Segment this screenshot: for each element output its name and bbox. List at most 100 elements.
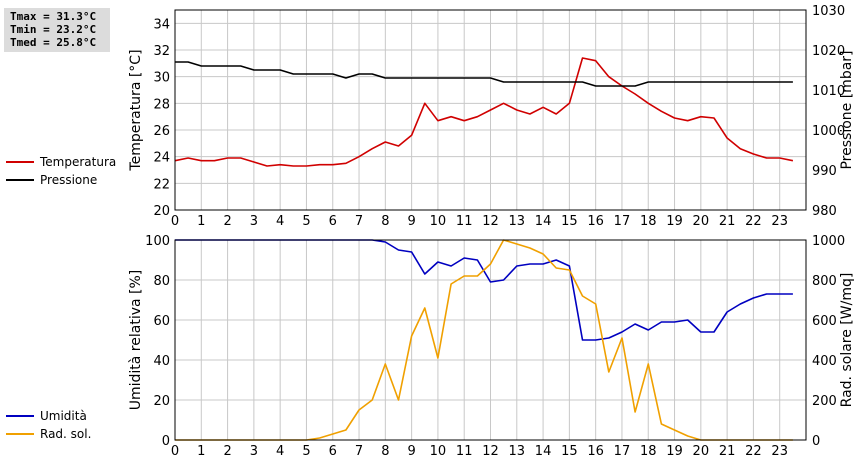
top-xtick-8: 8	[381, 214, 389, 229]
top-series-pressione	[175, 61, 793, 87]
tmed-text: Tmed = 25.8°C	[10, 36, 97, 49]
top-ytick-28: 28	[153, 97, 170, 112]
legend-swatch-radsol	[6, 433, 34, 435]
top-y2tick-1030: 1030	[812, 4, 845, 19]
legend-swatch-temperatura	[6, 161, 34, 163]
top-y2tick-1000: 1000	[812, 124, 845, 139]
bottom-xtick-5: 5	[302, 444, 310, 459]
bottom-y2tick-400: 400	[812, 354, 837, 369]
top-plot-frame	[174, 9, 807, 211]
top-xtick-2: 2	[223, 214, 231, 229]
top-xtick-13: 13	[509, 214, 526, 229]
bottom-xtick-10: 10	[430, 444, 447, 459]
top-xtick-6: 6	[329, 214, 337, 229]
top-ytick-24: 24	[153, 151, 170, 166]
bottom-ytick-0: 0	[162, 434, 170, 449]
bottom-xtick-23: 23	[771, 444, 788, 459]
bottom-xtick-9: 9	[407, 444, 415, 459]
top-series-temperatura	[174, 57, 794, 167]
legend-label-umidita: Umidità	[40, 409, 87, 423]
top-xtick-19: 19	[666, 214, 683, 229]
bottom-xtick-2: 2	[223, 444, 231, 459]
bottom-xtick-20: 20	[693, 444, 710, 459]
bottom-ytick-40: 40	[153, 354, 170, 369]
bottom-plot-frame	[174, 239, 807, 441]
bottom-xtick-4: 4	[276, 444, 284, 459]
top-xtick-17: 17	[614, 214, 631, 229]
bottom-ytick-20: 20	[153, 394, 170, 409]
top-xtick-0: 0	[171, 214, 179, 229]
bottom-xtick-22: 22	[745, 444, 762, 459]
top-xtick-16: 16	[587, 214, 604, 229]
top-xtick-12: 12	[482, 214, 499, 229]
bottom-y2tick-800: 800	[812, 274, 837, 289]
bottom-xtick-13: 13	[509, 444, 526, 459]
top-xtick-11: 11	[456, 214, 473, 229]
bottom-ylabel: Umidità relativa [%]	[128, 270, 144, 411]
legend-item-umidita: Umidità	[6, 407, 91, 425]
top-ytick-20: 20	[153, 204, 170, 219]
top-y2tick-980: 980	[812, 204, 837, 219]
legend-label-pressione: Pressione	[40, 173, 98, 187]
top-y2tick-990: 990	[812, 164, 837, 179]
top-xtick-22: 22	[745, 214, 762, 229]
top-ytick-32: 32	[153, 44, 170, 59]
top-xtick-1: 1	[197, 214, 205, 229]
bottom-ytick-100: 100	[145, 234, 170, 249]
bottom-xtick-16: 16	[587, 444, 604, 459]
legend-item-pressione: Pressione	[6, 171, 116, 189]
top-xtick-7: 7	[355, 214, 363, 229]
bottom-xtick-11: 11	[456, 444, 473, 459]
bottom-y2tick-0: 0	[812, 434, 820, 449]
bottom-xtick-3: 3	[250, 444, 258, 459]
stats-box: Tmax = 31.3°C Tmin = 23.2°C Tmed = 25.8°…	[4, 8, 110, 52]
bottom-xtick-17: 17	[614, 444, 631, 459]
bottom-y2label: Rad. solare [W/mq]	[839, 273, 855, 408]
tmax-text: Tmax = 31.3°C	[10, 10, 97, 23]
legend-label-temperatura: Temperatura	[40, 155, 117, 169]
top-y2tick-1010: 1010	[812, 84, 845, 99]
tmin-text: Tmin = 23.2°C	[10, 23, 97, 36]
top-y2label: Pressione [mbar]	[839, 50, 855, 169]
bottom-xtick-15: 15	[561, 444, 578, 459]
top-ytick-30: 30	[153, 71, 170, 86]
top-xtick-20: 20	[693, 214, 710, 229]
bottom-xtick-8: 8	[381, 444, 389, 459]
top-xtick-10: 10	[430, 214, 447, 229]
legend-swatch-pressione	[6, 179, 34, 181]
top-y2tick-1020: 1020	[812, 44, 845, 59]
bottom-y2tick-600: 600	[812, 314, 837, 329]
bottom-y2tick-1000: 1000	[812, 234, 845, 249]
top-ytick-22: 22	[153, 177, 170, 192]
top-xtick-5: 5	[302, 214, 310, 229]
bottom-xtick-14: 14	[535, 444, 552, 459]
bottom-xtick-19: 19	[666, 444, 683, 459]
legend-bottom: Umidità Rad. sol.	[6, 407, 91, 443]
top-ylabel: Temperatura [°C]	[128, 49, 144, 171]
legend-swatch-umidita	[6, 415, 34, 417]
legend-top: Temperatura Pressione	[6, 153, 116, 189]
bottom-xtick-12: 12	[482, 444, 499, 459]
top-xtick-3: 3	[250, 214, 258, 229]
bottom-ytick-60: 60	[153, 314, 170, 329]
top-xtick-4: 4	[276, 214, 284, 229]
legend-item-temperatura: Temperatura	[6, 153, 116, 171]
top-xtick-14: 14	[535, 214, 552, 229]
legend-label-radsol: Rad. sol.	[40, 427, 92, 441]
bottom-xtick-18: 18	[640, 444, 657, 459]
top-xtick-23: 23	[771, 214, 788, 229]
top-xtick-9: 9	[407, 214, 415, 229]
bottom-xtick-1: 1	[197, 444, 205, 459]
legend-item-radsol: Rad. sol.	[6, 425, 91, 443]
top-xtick-15: 15	[561, 214, 578, 229]
bottom-xtick-7: 7	[355, 444, 363, 459]
bottom-xtick-21: 21	[719, 444, 736, 459]
bottom-xtick-6: 6	[329, 444, 337, 459]
top-ytick-26: 26	[153, 124, 170, 139]
top-ytick-34: 34	[153, 17, 170, 32]
bottom-y2tick-200: 200	[812, 394, 837, 409]
bottom-ytick-80: 80	[153, 274, 170, 289]
bottom-xtick-0: 0	[171, 444, 179, 459]
top-xtick-18: 18	[640, 214, 657, 229]
